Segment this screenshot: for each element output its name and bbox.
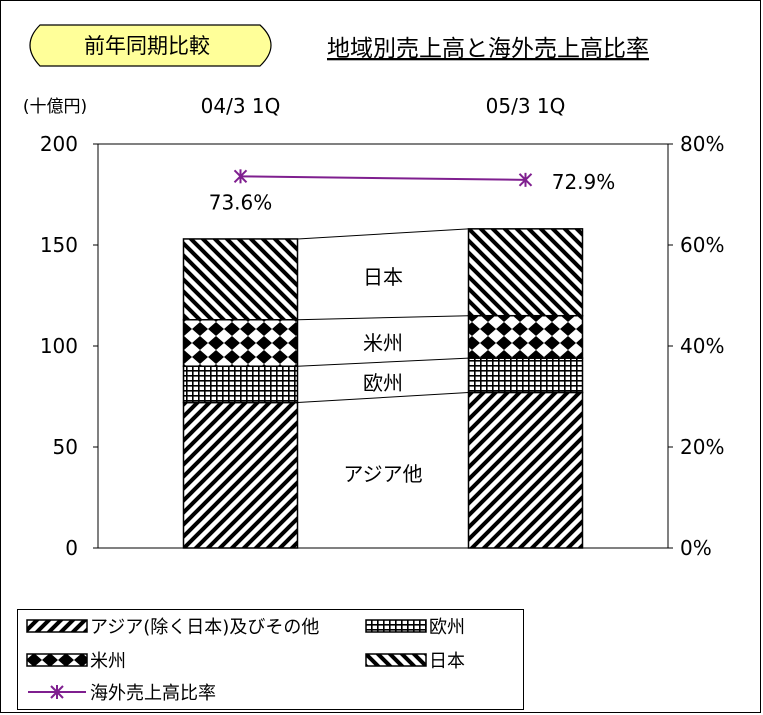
y-axis-unit-label: (十億円) — [23, 97, 87, 117]
legend-label-asia: アジア(除く日本)及びその他 — [90, 617, 320, 638]
bar-segment — [182, 238, 299, 321]
overseas-ratio-data-label: 73.6% — [209, 190, 273, 214]
period-badge-label: 前年同期比較 — [84, 34, 210, 58]
y2-tick-label: 40% — [680, 334, 724, 358]
y-tick-label: 50 — [53, 435, 78, 459]
bar-segment — [182, 318, 299, 367]
category-label: 05/3 1Q — [486, 94, 566, 118]
y2-tick-label: 80% — [680, 132, 724, 156]
segment-label: 米州 — [363, 331, 403, 355]
series-connector-line — [297, 357, 469, 367]
legend-swatch-asia — [26, 619, 88, 633]
segment-label: 欧州 — [363, 371, 403, 395]
y2-tick-label: 0% — [680, 536, 712, 560]
period-badge-shape — [29, 24, 272, 67]
legend: アジア(除く日本)及びその他 欧州 米州 日本 海外売上高比率 — [17, 609, 524, 710]
y-tick-label: 200 — [40, 132, 78, 156]
bar-segment — [182, 401, 299, 549]
chart-canvas: 前年同期比較 地域別売上高と海外売上高比率 (十億円) 0 0% 50 20% 100 40% 1… — [23, 24, 724, 560]
legend-swatch-americas — [26, 653, 88, 667]
y2-tick-label: 60% — [680, 233, 724, 257]
y2-tick-label: 20% — [680, 435, 724, 459]
legend-label-japan: 日本 — [429, 651, 465, 672]
overseas-ratio-line — [240, 175, 526, 181]
y-tick-label: 150 — [40, 233, 78, 257]
legend-item-europe: 欧州 — [365, 614, 465, 638]
bar-segment — [467, 228, 584, 317]
legend-label-americas: 米州 — [90, 651, 126, 672]
legend-item-americas: 米州 — [26, 648, 126, 672]
series-connector-line — [297, 315, 469, 321]
overseas-ratio-data-label: 72.9% — [552, 170, 616, 194]
legend-item-japan: 日本 — [365, 648, 465, 672]
legend-label-overseas-ratio: 海外売上高比率 — [90, 683, 216, 704]
bar-segment — [467, 391, 584, 549]
series-connector-line — [297, 228, 469, 240]
bar-segment — [182, 365, 299, 404]
segment-label: アジア他 — [343, 462, 422, 486]
legend-swatch-overseas-ratio — [28, 685, 86, 699]
y-tick-label: 0 — [65, 536, 78, 560]
legend-swatch-japan — [365, 653, 427, 667]
overseas-ratio-point — [518, 172, 533, 187]
series-connector-line — [297, 391, 469, 404]
legend-label-europe: 欧州 — [429, 617, 465, 638]
legend-item-asia: アジア(除く日本)及びその他 — [26, 614, 319, 638]
legend-item-overseas-ratio: 海外売上高比率 — [26, 680, 216, 704]
category-label: 04/3 1Q — [201, 94, 281, 118]
overseas-ratio-point — [233, 169, 248, 184]
y-tick-label: 100 — [40, 334, 78, 358]
segment-label: 日本 — [363, 265, 403, 289]
bar-segment — [467, 314, 584, 359]
chart-title: 地域別売上高と海外売上高比率 — [327, 36, 649, 62]
bar-segment — [467, 357, 584, 394]
legend-swatch-europe — [365, 619, 427, 633]
